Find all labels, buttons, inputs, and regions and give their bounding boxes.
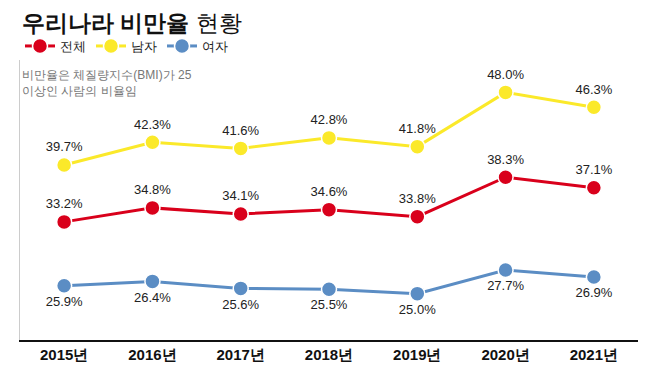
svg-text:2015년: 2015년 — [40, 346, 88, 363]
svg-text:2017년: 2017년 — [217, 346, 265, 363]
svg-text:25.6%: 25.6% — [222, 297, 259, 312]
svg-text:25.9%: 25.9% — [46, 294, 83, 309]
svg-text:25.5%: 25.5% — [311, 297, 348, 312]
svg-text:비만율은 체질량지수(BMI)가 25이상인 사람의 비율임: 비만율은 체질량지수(BMI)가 25이상인 사람의 비율임 — [22, 68, 192, 98]
svg-text:34.1%: 34.1% — [222, 188, 259, 203]
svg-text:2018년: 2018년 — [305, 346, 353, 363]
svg-text:34.6%: 34.6% — [311, 184, 348, 199]
svg-text:42.3%: 42.3% — [134, 117, 171, 132]
svg-text:여자: 여자 — [202, 39, 228, 54]
svg-text:26.4%: 26.4% — [134, 290, 171, 305]
svg-text:42.8%: 42.8% — [311, 112, 348, 127]
svg-text:2021년: 2021년 — [570, 346, 618, 363]
svg-text:41.8%: 41.8% — [399, 121, 436, 136]
svg-text:33.8%: 33.8% — [399, 191, 436, 206]
svg-text:전체: 전체 — [60, 39, 86, 54]
svg-text:46.3%: 46.3% — [575, 82, 612, 97]
svg-text:48.0%: 48.0% — [487, 67, 524, 82]
svg-text:39.7%: 39.7% — [46, 139, 83, 154]
svg-text:37.1%: 37.1% — [575, 162, 612, 177]
svg-text:34.8%: 34.8% — [134, 182, 171, 197]
svg-text:2020년: 2020년 — [481, 346, 529, 363]
svg-text:2019년: 2019년 — [393, 346, 441, 363]
svg-text:38.3%: 38.3% — [487, 152, 524, 167]
svg-text:27.7%: 27.7% — [487, 278, 524, 293]
svg-text:26.9%: 26.9% — [575, 285, 612, 300]
svg-text:남자: 남자 — [131, 39, 157, 54]
svg-text:25.0%: 25.0% — [399, 302, 436, 317]
svg-text:41.6%: 41.6% — [222, 123, 259, 138]
svg-text:우리나라 비만율 현황: 우리나라 비만율 현황 — [22, 10, 242, 36]
svg-text:33.2%: 33.2% — [46, 196, 83, 211]
svg-text:2016년: 2016년 — [128, 346, 176, 363]
